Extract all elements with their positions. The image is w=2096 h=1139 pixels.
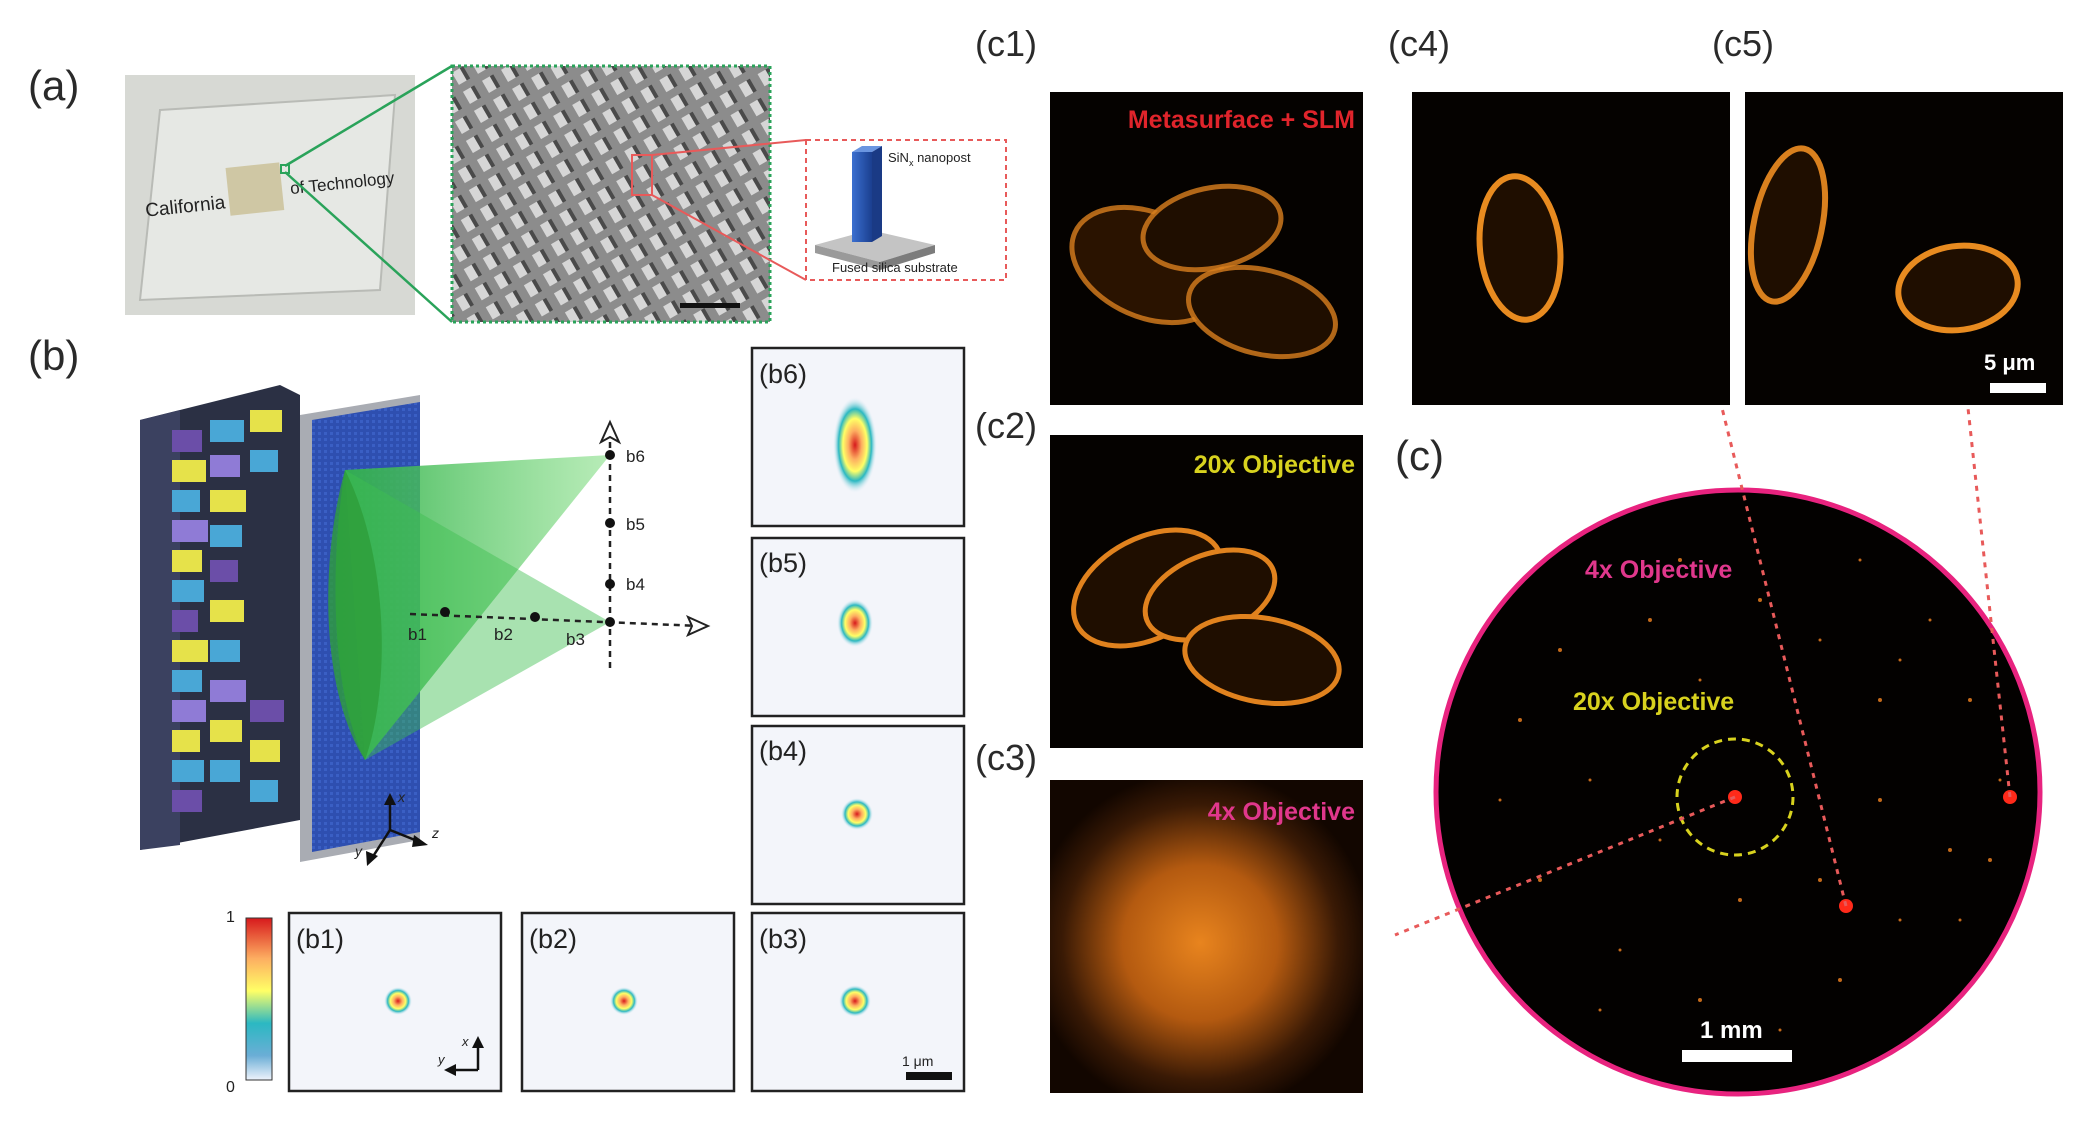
axis-y-label: y: [354, 843, 363, 859]
scalebar-c: [1682, 1050, 1792, 1062]
sem-image: [450, 64, 772, 324]
image-c5: 5 μm: [1745, 92, 2063, 405]
focal-point-b1: [440, 607, 450, 617]
nanopost-schematic: SiNx nanopost Fused silica substrate: [805, 139, 1007, 281]
psf-tile-b5: (b5): [750, 536, 966, 718]
overlay-c2: 20x Objective: [1194, 451, 1355, 479]
psf-scalebar-label: 1 μm: [902, 1053, 933, 1069]
focal-label-b3: b3: [566, 630, 585, 649]
image-c4: [1412, 92, 1730, 405]
axis-triad: x z y: [354, 789, 439, 866]
panel-label-c3: (c3): [975, 737, 1037, 778]
focal-label-b5: b5: [626, 515, 645, 534]
psf-label-b3: (b3): [759, 924, 807, 954]
sem-scalebar: [680, 303, 740, 308]
focal-point-b5: [605, 518, 615, 528]
schematic-zoom-bottom: [651, 194, 807, 281]
psf-label-b4: (b4): [759, 736, 807, 766]
schematic-zoom-top: [651, 139, 807, 156]
sample-photo: California of Technology: [125, 75, 415, 315]
focal-axes: b1 b2 b3 b4 b5 b6: [408, 419, 711, 668]
cell-speckles: [1498, 558, 2002, 1032]
focal-point-b2: [530, 612, 540, 622]
focal-label-b6: b6: [626, 447, 645, 466]
image-c-wide: 4x Objective 20x Objective 1 mm: [1433, 487, 2043, 1097]
zoom-line-top: [284, 64, 453, 168]
metasurface-3d: [140, 385, 610, 862]
focus-cone-upper: [335, 455, 610, 760]
overlay-c3: 4x Objective: [1208, 798, 1355, 826]
focal-point-b4: [605, 579, 615, 589]
panel-label-c2: (c2): [975, 405, 1037, 446]
image-c1: Metasurface + SLM: [1050, 92, 1363, 405]
fov-20x-circle: [1675, 737, 1795, 857]
colorbar-min: 0: [226, 1079, 235, 1096]
scalebar-c-label: 1 mm: [1700, 1017, 1763, 1044]
psf-tile-b3: (b3) 1 μm: [750, 911, 966, 1093]
panel-label-c4: (c4): [1388, 23, 1450, 64]
panel-label-b: (b): [28, 332, 79, 379]
psf-label-b2: (b2): [529, 924, 577, 954]
overlay-c1: Metasurface + SLM: [1128, 106, 1355, 134]
psf-axis-x: x: [461, 1034, 469, 1049]
scalebar-c5: [1990, 383, 2046, 393]
psf-label-b1: (b1): [296, 924, 344, 954]
focus-cone-lower: [345, 470, 610, 760]
focal-point-b3: [605, 617, 615, 627]
focal-label-b1: b1: [408, 625, 427, 644]
psf-tile-b1: (b1) x y: [287, 911, 503, 1093]
pixel-columns: [172, 410, 284, 812]
focal-point-b6: [605, 450, 615, 460]
colorbar: 1 0: [226, 909, 273, 1096]
psf-tile-b4: (b4): [750, 724, 966, 906]
colorbar-max: 1: [226, 909, 235, 926]
psf-axis-y: y: [437, 1052, 446, 1067]
focal-label-b2: b2: [494, 625, 513, 644]
scalebar-c5-label: 5 μm: [1984, 350, 2035, 375]
panel-label-a: (a): [28, 62, 79, 109]
psf-label-b6: (b6): [759, 359, 807, 389]
overlay-c-4x: 4x Objective: [1585, 556, 1732, 584]
axis-x-label: x: [397, 789, 406, 805]
nanopost-label: SiNx nanopost: [888, 150, 971, 168]
psf-tile-b6: (b6): [750, 346, 966, 528]
psf-axes-b1: x y: [437, 1034, 484, 1076]
psf-label-b5: (b5): [759, 548, 807, 578]
image-c3: 4x Objective: [1050, 780, 1363, 1093]
axis-z-label: z: [431, 825, 439, 841]
psf-tile-b2: (b2): [520, 911, 736, 1093]
panel-label-c: (c): [1395, 432, 1444, 479]
panel-label-c1: (c1): [975, 23, 1037, 64]
psf-scalebar: [906, 1072, 952, 1080]
panel-label-c5: (c5): [1712, 23, 1774, 64]
connector-c4: [1720, 407, 1848, 907]
focal-label-b4: b4: [626, 575, 645, 594]
zoom-line-bottom: [284, 171, 453, 323]
overlay-c-20x: 20x Objective: [1573, 688, 1734, 716]
substrate-label: Fused silica substrate: [832, 260, 958, 275]
image-c2: 20x Objective: [1050, 435, 1363, 748]
